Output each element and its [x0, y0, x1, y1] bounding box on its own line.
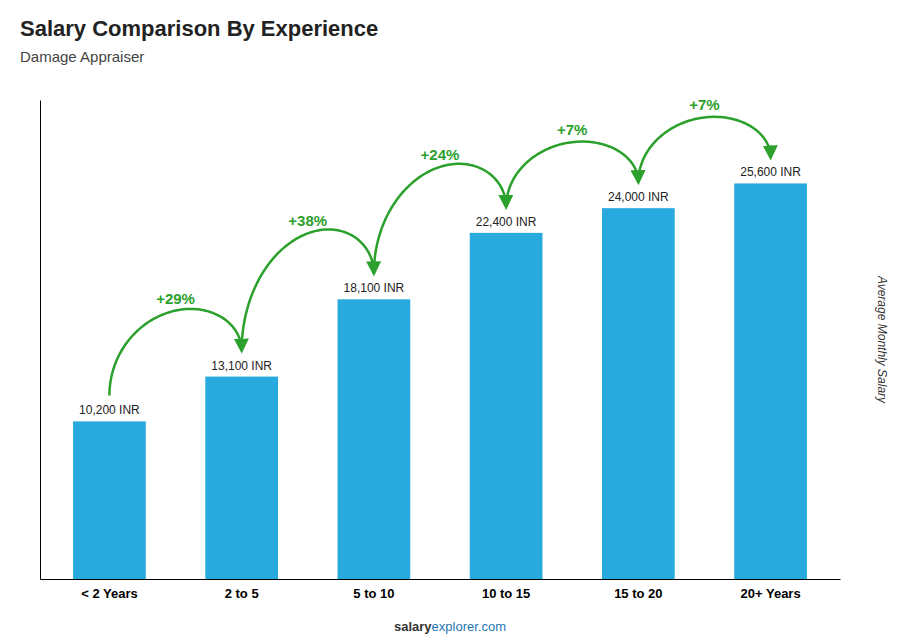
- plot: < 2 Years 2 to 5 5 to 10 10 to 15 15 to 20 20…: [41, 96, 841, 601]
- watermark-normal: explorer.com: [432, 619, 506, 634]
- annotations: +29% +38% +24% +7% +7%: [109, 96, 770, 395]
- arc-arrow: [506, 142, 638, 207]
- percent-label: +24%: [421, 146, 460, 163]
- bar: [470, 233, 543, 579]
- x-tick-label: 2 to 5: [225, 586, 259, 601]
- x-tick-label: 10 to 15: [482, 586, 530, 601]
- x-tick-label: < 2 Years: [81, 586, 138, 601]
- title: Salary Comparison By Experience: [20, 16, 378, 41]
- x-axis: < 2 Years 2 to 5 5 to 10 10 to 15 15 to 20 20…: [41, 579, 841, 601]
- watermark: salaryexplorer.com: [394, 619, 506, 634]
- bar: [734, 183, 807, 579]
- data-label: 24,000 INR: [608, 190, 669, 204]
- arc-arrow: [638, 117, 770, 182]
- percent-label: +38%: [288, 212, 327, 229]
- percent-label: +7%: [557, 121, 587, 138]
- chart: Salary Comparison By Experience Damage Ap…: [0, 0, 900, 641]
- data-label: 13,100 INR: [211, 359, 272, 373]
- data-labels: 10,200 INR 13,100 INR 18,100 INR 22,400 INR…: [79, 165, 801, 417]
- x-tick-label: 15 to 20: [614, 586, 662, 601]
- bar: [602, 208, 675, 579]
- x-tick: 10 to 15: [482, 579, 530, 601]
- bar: [338, 299, 411, 579]
- percent-label: +29%: [156, 290, 195, 307]
- bars: [73, 183, 807, 579]
- arc-arrow: [374, 164, 506, 274]
- x-tick-label: 5 to 10: [353, 586, 394, 601]
- x-tick: 20+ Years: [741, 579, 801, 601]
- y-axis-line: [40, 101, 41, 580]
- y-axis: [40, 101, 41, 580]
- x-tick-label: 20+ Years: [741, 586, 801, 601]
- x-axis-line: [41, 579, 841, 580]
- data-label: 18,100 INR: [344, 281, 405, 295]
- x-tick: < 2 Years: [81, 579, 138, 601]
- bar: [73, 421, 146, 579]
- x-tick: 2 to 5: [225, 579, 259, 601]
- arc-arrow: [242, 229, 374, 350]
- x-tick: 15 to 20: [614, 579, 662, 601]
- data-label: 25,600 INR: [740, 165, 801, 179]
- bar: [205, 377, 278, 579]
- watermark-bold: salary: [394, 619, 432, 634]
- percent-label: +7%: [689, 96, 719, 113]
- data-label: 10,200 INR: [79, 403, 140, 417]
- x-tick: 5 to 10: [353, 579, 394, 601]
- subtitle: Damage Appraiser: [20, 48, 144, 65]
- arc-arrow: [109, 309, 241, 395]
- y-axis-title: Average Monthly Salary: [875, 275, 889, 404]
- data-label: 22,400 INR: [476, 215, 537, 229]
